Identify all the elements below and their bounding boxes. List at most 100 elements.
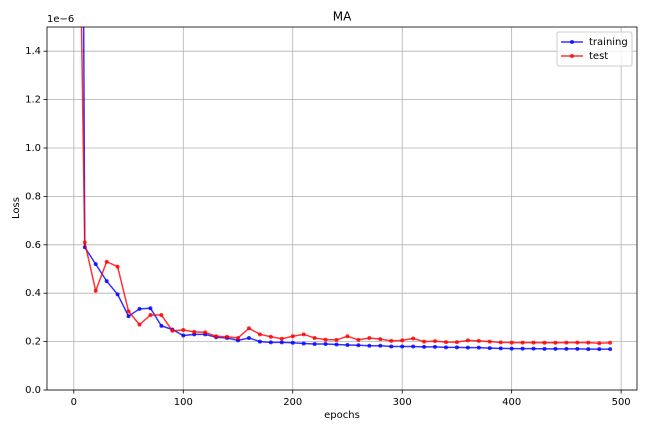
y-tick-label: 0.2 bbox=[25, 337, 41, 348]
grid bbox=[47, 27, 637, 391]
chart-title: MA bbox=[333, 10, 352, 24]
series-marker bbox=[553, 346, 558, 351]
y-tick-label: 0.8 bbox=[25, 191, 41, 202]
series-marker bbox=[312, 342, 317, 347]
series-marker bbox=[301, 332, 306, 337]
series-marker bbox=[597, 341, 602, 346]
series-marker bbox=[323, 337, 328, 342]
y-tick-label: 1.4 bbox=[25, 46, 41, 57]
series-marker bbox=[575, 346, 580, 351]
series-marker bbox=[422, 339, 427, 344]
series-marker bbox=[575, 340, 580, 345]
x-tick-label: 0 bbox=[71, 397, 77, 408]
series-marker bbox=[93, 288, 98, 293]
series-marker bbox=[115, 292, 120, 297]
series-marker bbox=[367, 335, 372, 340]
series-marker bbox=[137, 322, 142, 327]
axes-frame bbox=[46, 26, 638, 391]
series-marker bbox=[290, 340, 295, 345]
series-marker bbox=[323, 342, 328, 347]
series-marker bbox=[542, 346, 547, 351]
series-layer bbox=[80, 27, 613, 352]
series-marker bbox=[509, 346, 514, 351]
series-marker bbox=[246, 335, 251, 340]
series-marker bbox=[312, 335, 317, 340]
series-marker bbox=[498, 346, 503, 351]
series-marker bbox=[104, 259, 109, 264]
series-marker bbox=[268, 334, 273, 339]
series-marker bbox=[345, 334, 350, 339]
series-marker bbox=[389, 344, 394, 349]
series-marker bbox=[181, 333, 186, 338]
series-marker bbox=[586, 340, 591, 345]
x-tick-label: 400 bbox=[502, 397, 521, 408]
series-marker bbox=[465, 338, 470, 343]
x-tick-label: 200 bbox=[283, 397, 302, 408]
series-marker bbox=[443, 340, 448, 345]
x-axis-label: epochs bbox=[324, 410, 360, 421]
series-marker bbox=[454, 340, 459, 345]
legend-label: test bbox=[589, 51, 608, 62]
series-marker bbox=[334, 342, 339, 347]
series-marker bbox=[345, 342, 350, 347]
series-marker bbox=[597, 347, 602, 352]
series-marker bbox=[93, 262, 98, 267]
series-marker bbox=[608, 347, 613, 352]
series-marker bbox=[159, 323, 164, 328]
series-marker bbox=[443, 345, 448, 350]
series-marker bbox=[367, 343, 372, 348]
series-marker bbox=[279, 340, 284, 345]
series-marker bbox=[301, 341, 306, 346]
series-marker bbox=[400, 344, 405, 349]
series-marker bbox=[400, 338, 405, 343]
series-marker bbox=[334, 337, 339, 342]
series-marker bbox=[159, 312, 164, 317]
series-marker bbox=[411, 344, 416, 349]
series-marker bbox=[520, 340, 525, 345]
legend: training test bbox=[556, 31, 633, 67]
series-marker bbox=[126, 309, 131, 314]
series-marker bbox=[104, 279, 109, 284]
series-marker bbox=[531, 346, 536, 351]
ticks: 0 100 200 300 400 500 0.0 0.2 0.4 0.6 0.8 1.0 1.2 1.4 bbox=[25, 46, 631, 408]
series-marker bbox=[433, 339, 438, 344]
series-marker bbox=[257, 332, 262, 337]
series-marker bbox=[170, 328, 175, 333]
x-tick-label: 300 bbox=[393, 397, 412, 408]
series-marker bbox=[422, 344, 427, 349]
series-marker bbox=[586, 347, 591, 352]
series-marker bbox=[509, 340, 514, 345]
series-marker bbox=[236, 335, 241, 340]
series-marker bbox=[246, 326, 251, 331]
series-marker bbox=[279, 336, 284, 341]
series-marker bbox=[476, 345, 481, 350]
series-marker bbox=[454, 345, 459, 350]
legend-marker bbox=[570, 54, 574, 58]
series-marker bbox=[225, 334, 230, 339]
series-marker bbox=[82, 240, 87, 245]
series-marker bbox=[520, 346, 525, 351]
y-tick-label: 1.0 bbox=[25, 143, 41, 154]
series-marker bbox=[487, 339, 492, 344]
series-marker bbox=[378, 337, 383, 342]
series-marker bbox=[148, 306, 153, 311]
series-marker bbox=[433, 344, 438, 349]
series-marker bbox=[192, 329, 197, 334]
y-tick-label: 0.4 bbox=[25, 288, 41, 299]
series-marker bbox=[389, 338, 394, 343]
series-marker bbox=[137, 306, 142, 311]
series-marker bbox=[608, 340, 613, 345]
series-marker bbox=[531, 340, 536, 345]
y-tick-label: 1.2 bbox=[25, 95, 41, 106]
series-marker bbox=[356, 337, 361, 342]
y-tick-label: 0.0 bbox=[25, 385, 41, 396]
series-marker bbox=[498, 340, 503, 345]
series-marker bbox=[126, 314, 131, 319]
series-marker bbox=[553, 340, 558, 345]
series-marker bbox=[115, 264, 120, 269]
series-marker bbox=[487, 346, 492, 351]
series-marker bbox=[148, 312, 153, 317]
series-marker bbox=[411, 336, 416, 341]
